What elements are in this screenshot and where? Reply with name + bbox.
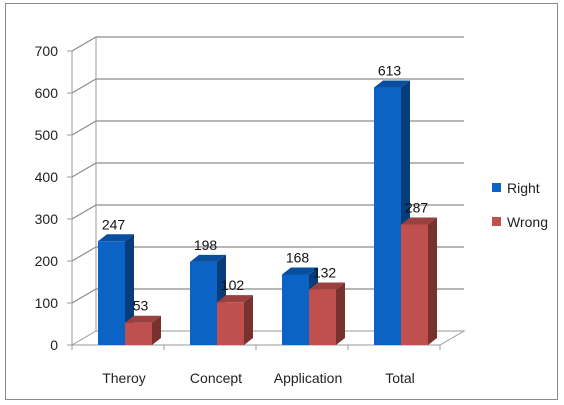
bar-side xyxy=(152,315,161,345)
bar-front xyxy=(98,241,125,345)
data-label: 613 xyxy=(378,63,402,79)
chart-walls xyxy=(70,37,466,346)
data-label: 247 xyxy=(102,216,126,232)
bar-side xyxy=(125,234,134,345)
legend-label: Right xyxy=(507,180,540,196)
legend-item-right: Right xyxy=(492,180,540,196)
x-tick-label: Concept xyxy=(190,370,242,386)
y-tick-label: 100 xyxy=(35,295,59,311)
data-label: 132 xyxy=(313,265,337,281)
y-axis: 0 100 200 300 400 500 600 700 xyxy=(35,43,72,353)
gridline xyxy=(71,246,464,262)
bar-wrong-concept xyxy=(217,295,253,345)
legend: Right Wrong xyxy=(492,180,548,230)
gridline xyxy=(71,78,464,94)
bar-top xyxy=(217,295,253,303)
legend-swatch xyxy=(492,217,501,226)
x-tick-label: Theroy xyxy=(102,370,146,386)
y-tick-label: 0 xyxy=(50,337,58,353)
bar-front xyxy=(309,289,336,345)
bar-front xyxy=(374,87,401,345)
legend-item-wrong: Wrong xyxy=(492,214,548,230)
bar-wrong-total xyxy=(401,217,437,345)
bar-side xyxy=(336,282,345,345)
bar-top xyxy=(374,80,410,88)
x-tick-label: Total xyxy=(385,370,415,386)
bar-top xyxy=(98,234,134,242)
legend-label: Wrong xyxy=(507,214,548,230)
bar-wrong-theroy xyxy=(125,315,161,345)
gridline xyxy=(71,36,464,52)
bar-side xyxy=(244,295,253,345)
bar-wrong-application xyxy=(309,282,345,345)
data-label: 53 xyxy=(133,298,149,314)
bar-front xyxy=(401,224,428,345)
y-tick-label: 300 xyxy=(35,211,59,227)
data-label: 102 xyxy=(221,277,245,293)
bar-front xyxy=(217,302,244,345)
data-label: 287 xyxy=(405,199,429,215)
y-tick-label: 200 xyxy=(35,253,59,269)
y-tick-label: 400 xyxy=(35,169,59,185)
gridline xyxy=(71,120,464,136)
gridline xyxy=(71,204,464,220)
bar-side xyxy=(428,217,437,345)
gridline xyxy=(71,162,464,178)
bar-front xyxy=(190,261,217,345)
bar-top xyxy=(282,267,318,275)
bar-front xyxy=(125,322,152,345)
bar-top xyxy=(125,315,161,323)
data-label: 168 xyxy=(286,249,310,265)
y-tick-label: 500 xyxy=(35,127,59,143)
bar-right-theroy xyxy=(98,234,134,345)
bars xyxy=(98,80,437,345)
bar-top xyxy=(309,282,345,290)
bar-top xyxy=(190,254,226,262)
y-tick-label: 700 xyxy=(35,43,59,59)
bar-front xyxy=(282,274,309,345)
legend-swatch xyxy=(492,183,501,192)
data-label: 198 xyxy=(194,237,218,253)
y-tick-label: 600 xyxy=(35,85,59,101)
bar-top xyxy=(401,217,437,225)
x-tick-label: Application xyxy=(274,370,343,386)
x-axis: Theroy Concept Application Total xyxy=(71,345,441,386)
